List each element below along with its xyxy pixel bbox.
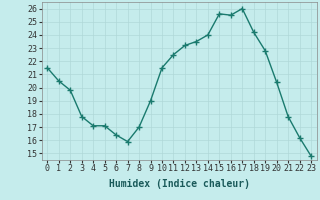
X-axis label: Humidex (Indice chaleur): Humidex (Indice chaleur) bbox=[109, 179, 250, 189]
